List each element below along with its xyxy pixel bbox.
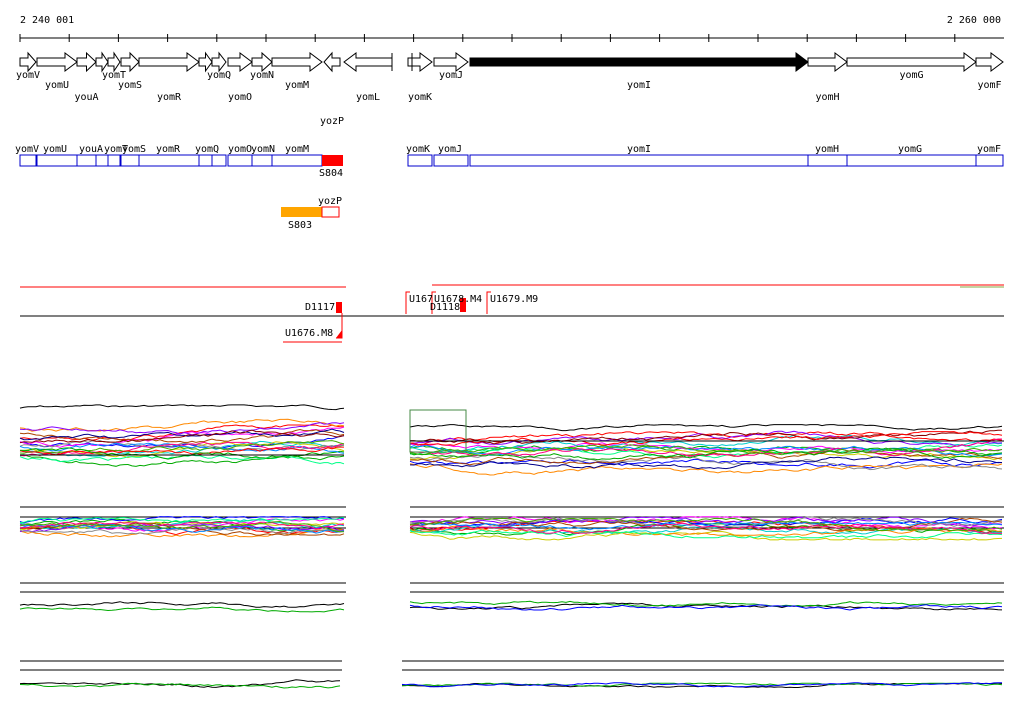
cds-box-6[interactable] xyxy=(138,154,200,167)
cds-label-yomI: yomI xyxy=(627,144,651,155)
cds-label-yomG: yomG xyxy=(898,144,922,155)
u1679-label: U1679.M9 xyxy=(490,294,538,305)
u1676-label: U1676.M8 xyxy=(285,328,333,339)
gene-arrow-yomP[interactable]: yomO xyxy=(227,52,253,103)
cds-box-13[interactable] xyxy=(433,154,469,167)
gene-arrow-yomF[interactable]: yomF xyxy=(975,52,1004,91)
d1117-segment[interactable] xyxy=(336,302,342,313)
cds-label-yomU: yomU xyxy=(43,144,67,155)
cds-box-5[interactable] xyxy=(120,154,140,167)
cds-label-yomH: yomH xyxy=(815,144,839,155)
cds-box-2[interactable] xyxy=(76,154,97,167)
expression-track-1 xyxy=(19,404,1004,476)
gene-arrow-yomL[interactable]: yomL xyxy=(343,52,393,103)
feature-track: S804 yozP S803 xyxy=(281,155,343,231)
gene-label-yomK: yomK xyxy=(408,92,432,103)
cds-label-yomN: yomN xyxy=(251,144,275,155)
cds-box-11[interactable] xyxy=(271,154,323,167)
s803-label: S803 xyxy=(288,220,312,231)
expression-track-2 xyxy=(19,506,1004,541)
gene-arrow-youA[interactable]: youA xyxy=(74,51,99,103)
cds-label-yomR: yomR xyxy=(156,144,181,155)
cds-box-10[interactable] xyxy=(251,154,273,167)
gene-arrow-yomS[interactable]: yomS xyxy=(118,51,142,91)
gene-arrow-yomU[interactable]: yomU xyxy=(36,52,78,91)
gene-label-yomP: yomO xyxy=(228,92,252,103)
s804-feature-box[interactable] xyxy=(322,155,343,166)
cds-label-yomM: yomM xyxy=(285,144,309,155)
gene-label-yomU: yomU xyxy=(45,80,69,91)
segment-track: D1117 U1676.M8 U167 U1678.M4 D1118 U1679… xyxy=(20,284,1004,343)
gene-label-yomV: yomV xyxy=(16,70,40,81)
gene-label-youA: youA xyxy=(74,92,98,103)
gene-label-yomQ: yomQ xyxy=(207,70,231,81)
cds-label-yomJ: yomJ xyxy=(438,144,462,155)
cds-box-15[interactable] xyxy=(807,154,848,167)
u1678-label: U1678.M4 xyxy=(434,294,482,305)
gene-label-yomN: yomN xyxy=(250,70,274,81)
gene-arrow-yomM[interactable]: yomM xyxy=(271,52,323,91)
d1117-label: D1117 xyxy=(305,302,335,313)
cds-label-yomV: yomV xyxy=(15,144,39,155)
ruler-end-label: 2 260 000 xyxy=(947,15,1001,26)
gene-arrow-yomG[interactable]: yomG xyxy=(846,52,977,81)
gene-label-yomL: yomL xyxy=(356,92,380,103)
s804-label: S804 xyxy=(319,168,343,179)
cds-label-youA: youA xyxy=(79,144,103,155)
cds-box-1[interactable] xyxy=(36,154,78,167)
gene-arrow-yomJ[interactable]: yomJ xyxy=(433,52,469,81)
cds-box-7[interactable] xyxy=(198,154,213,167)
gene-arrow-yozP[interactable]: yozP xyxy=(320,51,344,127)
gene-label-yozP: yozP xyxy=(320,116,344,127)
d1118-label: D1118 xyxy=(430,302,460,313)
cds-box-3[interactable] xyxy=(95,154,109,167)
cds-box-16[interactable] xyxy=(846,154,977,167)
cds-box-12[interactable] xyxy=(407,154,433,167)
gene-label-yomG: yomG xyxy=(899,70,923,81)
expression-track-3 xyxy=(19,582,1004,613)
cds-box-4[interactable] xyxy=(107,154,121,167)
ruler-start-label: 2 240 001 xyxy=(20,15,74,26)
gene-label-yomF: yomF xyxy=(977,80,1001,91)
cds-box-14[interactable] xyxy=(469,154,809,167)
gene-arrow-youT_a[interactable] xyxy=(95,51,109,73)
cds-box-0[interactable] xyxy=(19,154,37,167)
cds-box-8[interactable] xyxy=(211,154,227,167)
gene-label-yomR: yomR xyxy=(157,92,182,103)
cds-box-9[interactable] xyxy=(227,154,253,167)
cds-label-yomQ: yomQ xyxy=(195,144,219,155)
cds-label-yomT: yomT xyxy=(104,144,128,155)
cds-label-yomO: yomO xyxy=(228,144,252,155)
gene-arrow-yomH[interactable]: yomH xyxy=(807,52,848,103)
gene-arrow-yomK[interactable]: yomK xyxy=(407,52,433,103)
gene-arrow-yomR[interactable]: yomR xyxy=(138,52,200,103)
gene-arrow-yomT[interactable]: yomT xyxy=(102,51,126,81)
gene-arrow-yomI[interactable]: yomI xyxy=(469,52,809,91)
d1118-segment[interactable] xyxy=(460,298,466,312)
gene-arrow-yomQ_a[interactable] xyxy=(198,51,213,73)
gene-arrow-yomN[interactable]: yomN xyxy=(250,51,274,81)
gene-label-yomH: yomH xyxy=(815,92,839,103)
s803-feature-box[interactable] xyxy=(281,207,322,217)
u167-label: U167 xyxy=(409,294,433,305)
cds-box-17[interactable] xyxy=(975,154,1004,167)
gene-label-yomI: yomI xyxy=(627,80,651,91)
cds-label-yomS: yomS xyxy=(122,144,146,155)
yozp-feature-box[interactable] xyxy=(321,206,340,218)
gene-label-yomT: yomT xyxy=(102,70,126,81)
gene-arrow-yomQ[interactable]: yomQ xyxy=(207,51,231,81)
cds-label-yomF: yomF xyxy=(977,144,1001,155)
gene-label-yomM: yomM xyxy=(285,80,309,91)
cds-label-yomK: yomK xyxy=(406,144,430,155)
expression-track-4 xyxy=(19,660,1004,689)
gene-label-yomS: yomS xyxy=(118,80,142,91)
gene-arrow-yomV[interactable]: yomV xyxy=(16,51,40,81)
gene-label-yomJ: yomJ xyxy=(439,70,463,81)
yozp-feature-label: yozP xyxy=(318,196,342,207)
coordinate-ruler: 2 240 001 2 260 000 xyxy=(19,15,1004,42)
